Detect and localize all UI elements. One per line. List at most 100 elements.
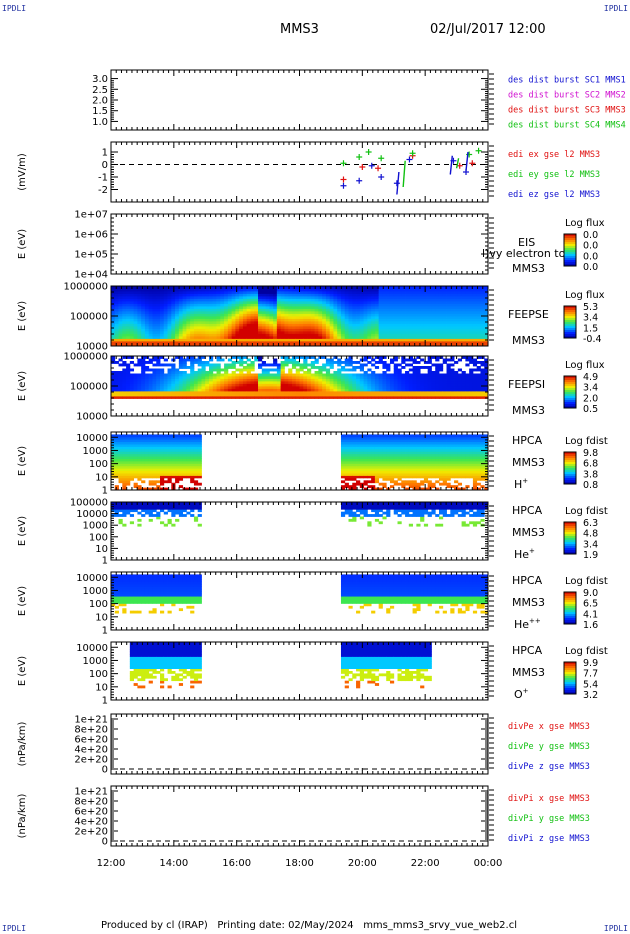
heatmap-cell: [190, 296, 195, 299]
heatmap-cell: [186, 316, 191, 319]
heatmap-cell: [269, 363, 274, 367]
heatmap-cell: [144, 311, 150, 314]
heatmap-cell: [416, 303, 421, 307]
heatmap-cell: [295, 296, 300, 299]
heatmap-cell: [435, 366, 440, 369]
heatmap-cell: [205, 381, 210, 384]
heatmap-cell: [416, 286, 421, 289]
heatmap-cell: [167, 306, 172, 309]
heatmap-cell: [401, 308, 406, 312]
heatmap-cell: [137, 363, 142, 367]
legend-entry: des dist burst SC4 MMS4: [508, 121, 626, 131]
heatmap-cell: [193, 296, 199, 299]
heatmap-cell: [133, 291, 138, 294]
heatmap-cell: [220, 336, 225, 339]
heatmap-cell: [303, 393, 308, 397]
heatmap-cell: [129, 446, 135, 450]
heatmap-cell: [480, 323, 485, 327]
heatmap-cell: [114, 323, 119, 327]
heatmap-cell: [397, 396, 402, 399]
heatmap-cell: [280, 368, 285, 372]
heatmap-cell: [480, 308, 485, 312]
heatmap-cell: [348, 296, 353, 299]
heatmap-cell: [276, 368, 282, 372]
colorbar: [563, 375, 577, 409]
heatmap-cell: [280, 341, 285, 344]
heatmap-cell: [122, 323, 127, 327]
heatmap-cell: [325, 296, 331, 299]
heatmap-cell: [363, 311, 368, 314]
heatmap-cell: [427, 376, 432, 379]
heatmap-cell: [156, 323, 161, 327]
heatmap-cell: [420, 381, 425, 384]
heatmap-cell: [461, 391, 466, 394]
colorbar-step: [564, 336, 576, 339]
heatmap-cell: [126, 318, 131, 322]
heatmap-cell: [152, 381, 157, 384]
heatmap-cell: [454, 293, 459, 297]
colorbar-step: [564, 330, 576, 333]
heatmap-cell: [416, 296, 421, 299]
heatmap-cell: [303, 303, 308, 307]
heatmap-cell: [469, 358, 474, 362]
panel-frame: [110, 69, 489, 131]
heatmap-cell: [322, 318, 327, 322]
heatmap-cell: [442, 331, 447, 334]
heatmap-cell: [190, 386, 195, 389]
heatmap-cell: [261, 393, 266, 397]
heatmap-cell: [209, 301, 214, 304]
heatmap-cell: [420, 318, 425, 322]
heatmap-cell: [114, 318, 119, 322]
heatmap-cell: [386, 391, 391, 394]
heatmap-cell: [333, 336, 338, 339]
heatmap-cell: [382, 293, 387, 297]
heatmap-cell: [299, 328, 304, 332]
heatmap-cell: [476, 391, 481, 394]
heatmap-cell: [126, 436, 131, 440]
heatmap-cell: [163, 343, 168, 347]
heatmap-cell: [352, 386, 357, 389]
heatmap-cell: [465, 373, 470, 377]
heatmap-cell: [197, 318, 202, 322]
heatmap-cell: [129, 453, 135, 457]
heatmap-cell: [295, 293, 300, 297]
heatmap-cell: [412, 368, 417, 372]
heatmap-cell: [291, 313, 297, 317]
heatmap-cell: [122, 477, 127, 481]
heatmap-cell: [480, 378, 485, 382]
heatmap-cell: [450, 308, 455, 312]
heatmap-cell: [254, 291, 259, 294]
heatmap-cell: [416, 293, 421, 297]
heatmap-cell: [378, 378, 383, 382]
heatmap-cell: [303, 326, 308, 329]
heatmap-cell: [163, 328, 168, 332]
heatmap-cell: [299, 331, 304, 334]
heatmap-cell: [231, 378, 236, 382]
heatmap-cell: [197, 381, 202, 384]
heatmap-cell: [423, 286, 429, 289]
heatmap-cell: [348, 333, 353, 337]
heatmap-cell: [186, 326, 191, 329]
heatmap-cell: [216, 323, 221, 327]
heatmap-cell: [469, 396, 474, 399]
heatmap-cell: [246, 311, 251, 314]
heatmap-cell: [265, 368, 270, 372]
heatmap-cell: [303, 316, 308, 319]
heatmap-cell: [122, 386, 127, 389]
heatmap-cell: [325, 311, 331, 314]
heatmap-cell: [167, 318, 172, 322]
heatmap-cell: [484, 301, 489, 304]
heatmap-cell: [242, 318, 248, 322]
heatmap-cell: [182, 396, 187, 399]
heatmap-cell: [476, 321, 481, 324]
heatmap-cell: [454, 303, 459, 307]
heatmap-cell: [265, 383, 270, 387]
heatmap-cell: [212, 393, 217, 397]
heatmap-cell: [235, 308, 240, 312]
heatmap-cell: [461, 331, 466, 334]
heatmap-cell: [141, 333, 146, 337]
heatmap-cell: [163, 316, 168, 319]
heatmap-cell: [126, 336, 131, 339]
heatmap-cell: [389, 303, 395, 307]
heatmap-cell: [333, 311, 338, 314]
